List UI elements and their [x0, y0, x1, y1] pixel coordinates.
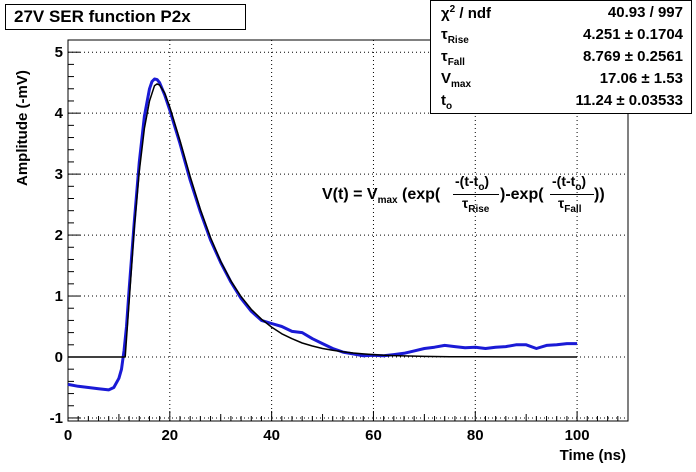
- x-tick-label: 100: [565, 427, 590, 444]
- stats-label: τRise: [441, 26, 469, 46]
- y-tick-label: 0: [55, 349, 63, 366]
- y-tick-label: 3: [55, 166, 63, 183]
- formula-mid2: )-exp(: [500, 186, 544, 203]
- x-axis-label: Time (ns): [559, 447, 626, 464]
- formula-num2: -(t-to): [552, 173, 587, 193]
- stats-value: 40.93 / 997: [607, 4, 683, 21]
- x-tick-label: 80: [467, 427, 484, 444]
- y-tick-label: -1: [50, 410, 63, 427]
- stats-row-t0: to 11.24 ± 0.03533: [431, 90, 691, 112]
- stats-value: 4.251 ± 0.1704: [583, 26, 683, 43]
- stats-row-vmax: Vmax 17.06 ± 1.53: [431, 68, 691, 90]
- y-tick-label: 2: [55, 227, 63, 244]
- x-tick-label: 0: [64, 427, 72, 444]
- x-tick-label: 60: [365, 427, 382, 444]
- series-line-fit: [68, 83, 578, 358]
- stats-label: χ2 / ndf: [441, 4, 492, 22]
- y-axis-label: Amplitude (-mV): [14, 70, 31, 186]
- stats-row-tau-fall: τFall 8.769 ± 0.2561: [431, 46, 691, 68]
- chart-title: 27V SER function P2x: [5, 4, 246, 30]
- formula-end: )): [594, 186, 605, 203]
- stats-row-tau-rise: τRise 4.251 ± 0.1704: [431, 24, 691, 46]
- stats-row-chi2: χ2 / ndf 40.93 / 997: [431, 2, 691, 24]
- fit-stats-box: χ2 / ndf 40.93 / 997 τRise 4.251 ± 0.170…: [430, 0, 692, 114]
- chart-title-text: 27V SER function P2x: [14, 7, 191, 26]
- stats-label: to: [441, 92, 453, 112]
- series-line-data: [67, 77, 578, 392]
- formula-frac-line-2: [550, 194, 594, 195]
- formula-num1: -(t-to): [455, 173, 490, 193]
- stats-label: τFall: [441, 48, 465, 68]
- stats-value: 17.06 ± 1.53: [599, 70, 683, 87]
- y-tick-label: 4: [55, 105, 64, 122]
- x-tick-label: 40: [263, 427, 280, 444]
- stats-label: Vmax: [441, 70, 472, 90]
- y-tick-label: 1: [55, 288, 63, 305]
- formula-frac-line-1: [453, 194, 499, 195]
- formula-lhs: V(t) = Vmax (exp(: [322, 186, 441, 207]
- fit-formula: V(t) = Vmax (exp( -(t-to) τRise )-exp( -…: [322, 172, 622, 216]
- stats-value: 8.769 ± 0.2561: [583, 48, 683, 65]
- stats-value: 11.24 ± 0.03533: [575, 92, 684, 109]
- x-tick-label: 20: [161, 427, 178, 444]
- formula-den1: τRise: [462, 195, 490, 215]
- formula-den2: τFall: [558, 195, 582, 215]
- y-tick-label: 5: [55, 44, 63, 61]
